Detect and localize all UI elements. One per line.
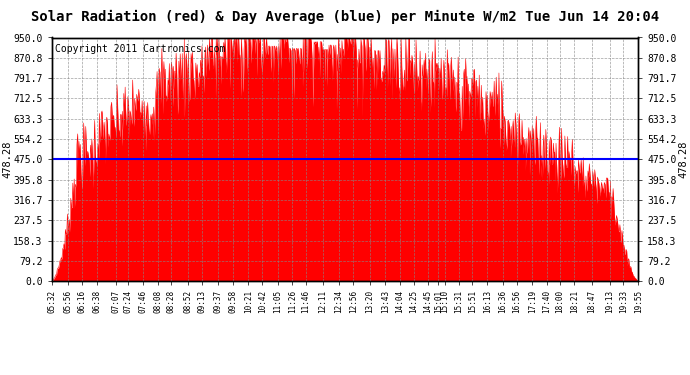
Y-axis label: 478.28: 478.28 <box>678 141 688 178</box>
Text: Solar Radiation (red) & Day Average (blue) per Minute W/m2 Tue Jun 14 20:04: Solar Radiation (red) & Day Average (blu… <box>31 9 659 24</box>
Y-axis label: 478.28: 478.28 <box>2 141 12 178</box>
Text: Copyright 2011 Cartronics.com: Copyright 2011 Cartronics.com <box>55 44 225 54</box>
